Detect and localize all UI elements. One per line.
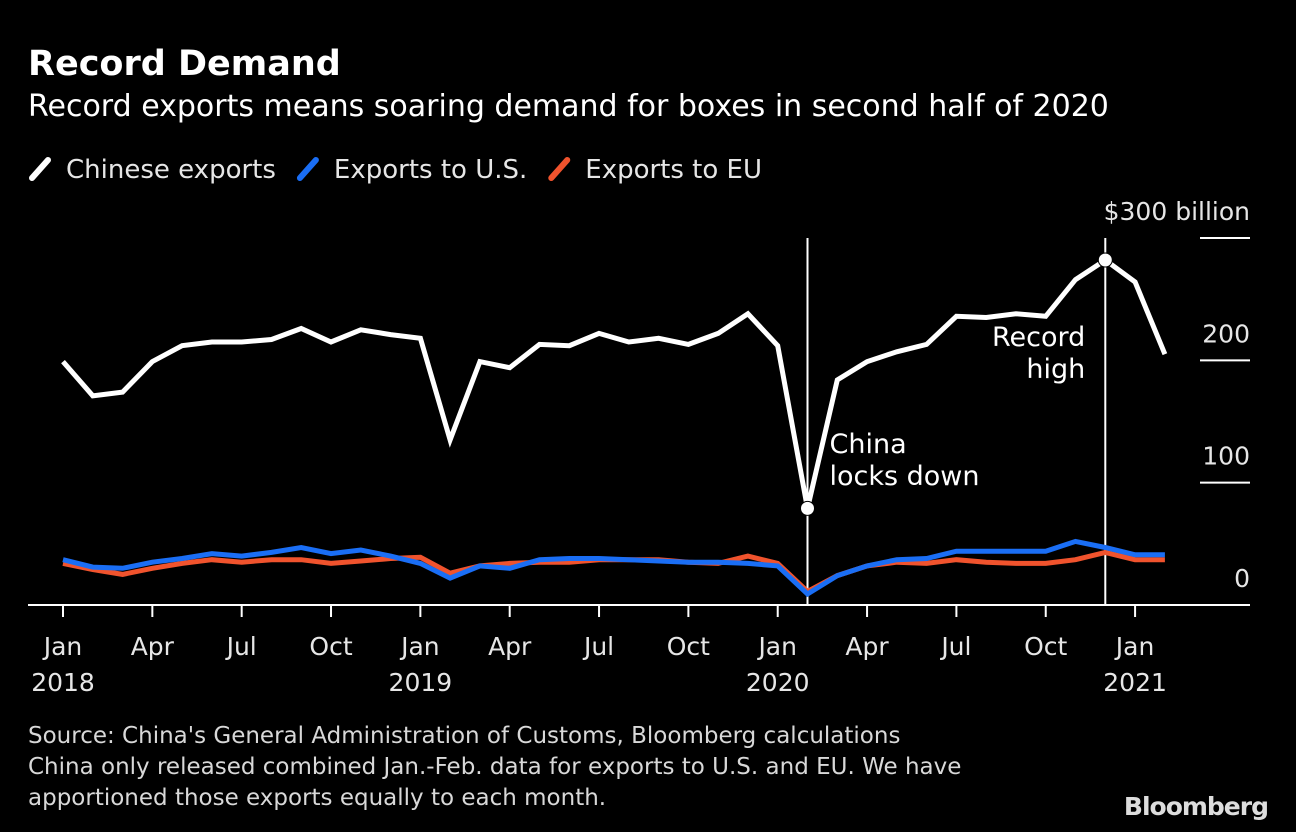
- legend-swatch: [29, 157, 51, 181]
- legend-swatch: [296, 157, 319, 181]
- brand: Bloomberg: [1124, 792, 1268, 821]
- x-year-label: 2019: [389, 668, 453, 697]
- x-year-label: 2021: [1103, 668, 1167, 697]
- x-tick-label: Apr: [488, 632, 532, 661]
- x-tick-label: Apr: [131, 632, 175, 661]
- x-tick-label: Oct: [667, 632, 710, 661]
- annotation-text: Record: [992, 322, 1085, 353]
- annotation-dot: [1097, 252, 1113, 268]
- annotation-text: high: [1026, 354, 1085, 385]
- x-tick-label: Jul: [939, 632, 971, 661]
- y-tick-label: 100: [1202, 442, 1250, 471]
- footnote: China only released combined Jan.-Feb. d…: [28, 754, 961, 780]
- x-tick-label: Oct: [1024, 632, 1067, 661]
- annotation-text: locks down: [830, 461, 980, 492]
- footnote: Source: China's General Administration o…: [28, 723, 900, 749]
- legend-label: Exports to EU: [585, 155, 762, 185]
- annotation-dot: [800, 500, 815, 516]
- y-tick-label: 0: [1234, 564, 1250, 593]
- x-tick-label: Oct: [309, 632, 352, 661]
- x-tick-label: Apr: [845, 632, 889, 661]
- y-tick-label: $300 billion: [1104, 197, 1250, 226]
- x-tick-label: Jan: [399, 632, 440, 661]
- footnote: apportioned those exports equally to eac…: [28, 785, 606, 811]
- x-year-label: 2018: [31, 668, 95, 697]
- legend-label: Exports to U.S.: [334, 155, 527, 185]
- legend-swatch: [548, 157, 571, 181]
- y-tick-label: 200: [1202, 319, 1250, 348]
- x-tick-label: Jan: [42, 632, 83, 661]
- chart-subtitle: Record exports means soaring demand for …: [28, 89, 1109, 124]
- x-year-label: 2020: [746, 668, 810, 697]
- legend-label: Chinese exports: [66, 155, 276, 185]
- chart-title: Record Demand: [28, 44, 341, 84]
- series-line: [61, 256, 1168, 509]
- x-tick-label: Jul: [225, 632, 257, 661]
- series-line: [62, 538, 1165, 598]
- x-tick-label: Jan: [1114, 632, 1155, 661]
- x-tick-label: Jul: [582, 632, 614, 661]
- x-tick-label: Jan: [756, 632, 797, 661]
- annotation-text: China: [830, 429, 907, 460]
